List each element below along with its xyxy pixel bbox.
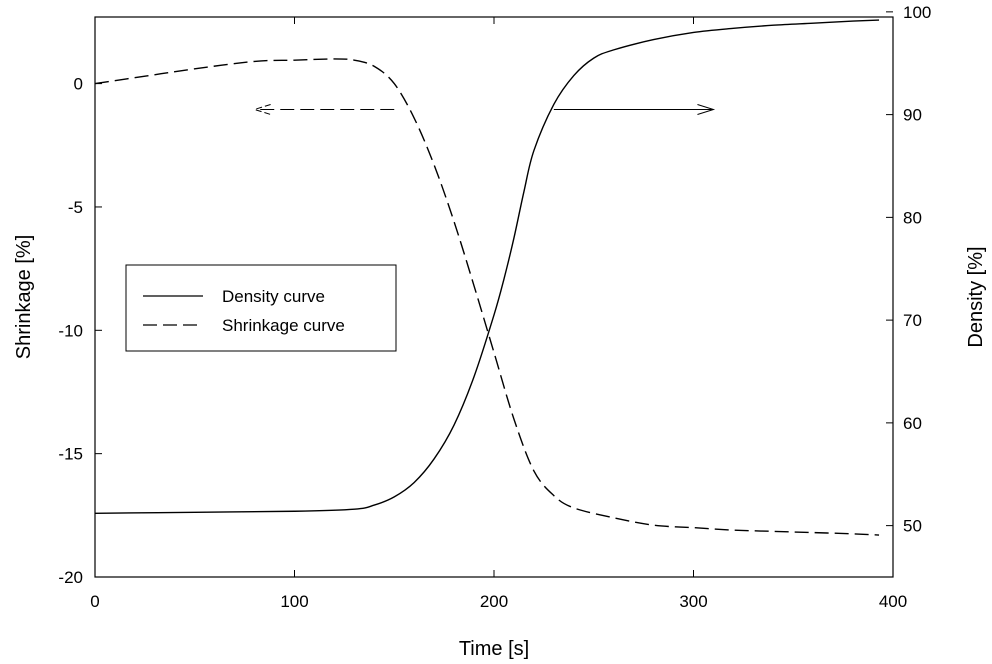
- legend-label-shrinkage: Shrinkage curve: [222, 316, 345, 335]
- arrow-to-right-axis: [553, 103, 716, 115]
- y-tick-label: -15: [58, 445, 83, 464]
- x-tick-label: 100: [280, 592, 308, 611]
- y-tick-label: -20: [58, 568, 83, 587]
- y2-tick-label: 90: [903, 106, 922, 125]
- y-axis-title: Shrinkage [%]: [13, 235, 35, 360]
- y2-tick-label: 70: [903, 311, 922, 330]
- x-tick-label: 400: [879, 592, 907, 611]
- y2-tick-label: 50: [903, 517, 922, 536]
- annotation-layer: [252, 103, 716, 115]
- x-tick-label: 0: [90, 592, 99, 611]
- arrow-head-icon: [697, 103, 716, 115]
- y-tick-label: 0: [74, 75, 83, 94]
- x-tick-label: 200: [480, 592, 508, 611]
- y2-tick-label: 80: [903, 208, 922, 227]
- y-tick-label: -5: [68, 198, 83, 217]
- series-layer: [94, 19, 880, 536]
- legend-label-density: Density curve: [222, 287, 325, 306]
- y-tick-label: -10: [58, 321, 83, 340]
- shrinkage-curve-line: [94, 58, 880, 536]
- y2-axis-title: Density [%]: [965, 246, 987, 347]
- x-tick-label: 300: [679, 592, 707, 611]
- legend: Density curve Shrinkage curve: [125, 264, 397, 352]
- y2-tick-label: 60: [903, 414, 922, 433]
- density-curve-line: [94, 19, 880, 514]
- ticks-layer: 0 100 200 300 400 -20 -15 -10 -5 0 50 60 70 80 90 100: [58, 3, 931, 611]
- arrow-head-icon: [252, 103, 271, 115]
- x-axis-title: Time [s]: [459, 638, 529, 660]
- legend-box: [125, 264, 397, 352]
- y2-tick-label: 100: [903, 3, 931, 22]
- arrow-to-left-axis: [252, 103, 395, 115]
